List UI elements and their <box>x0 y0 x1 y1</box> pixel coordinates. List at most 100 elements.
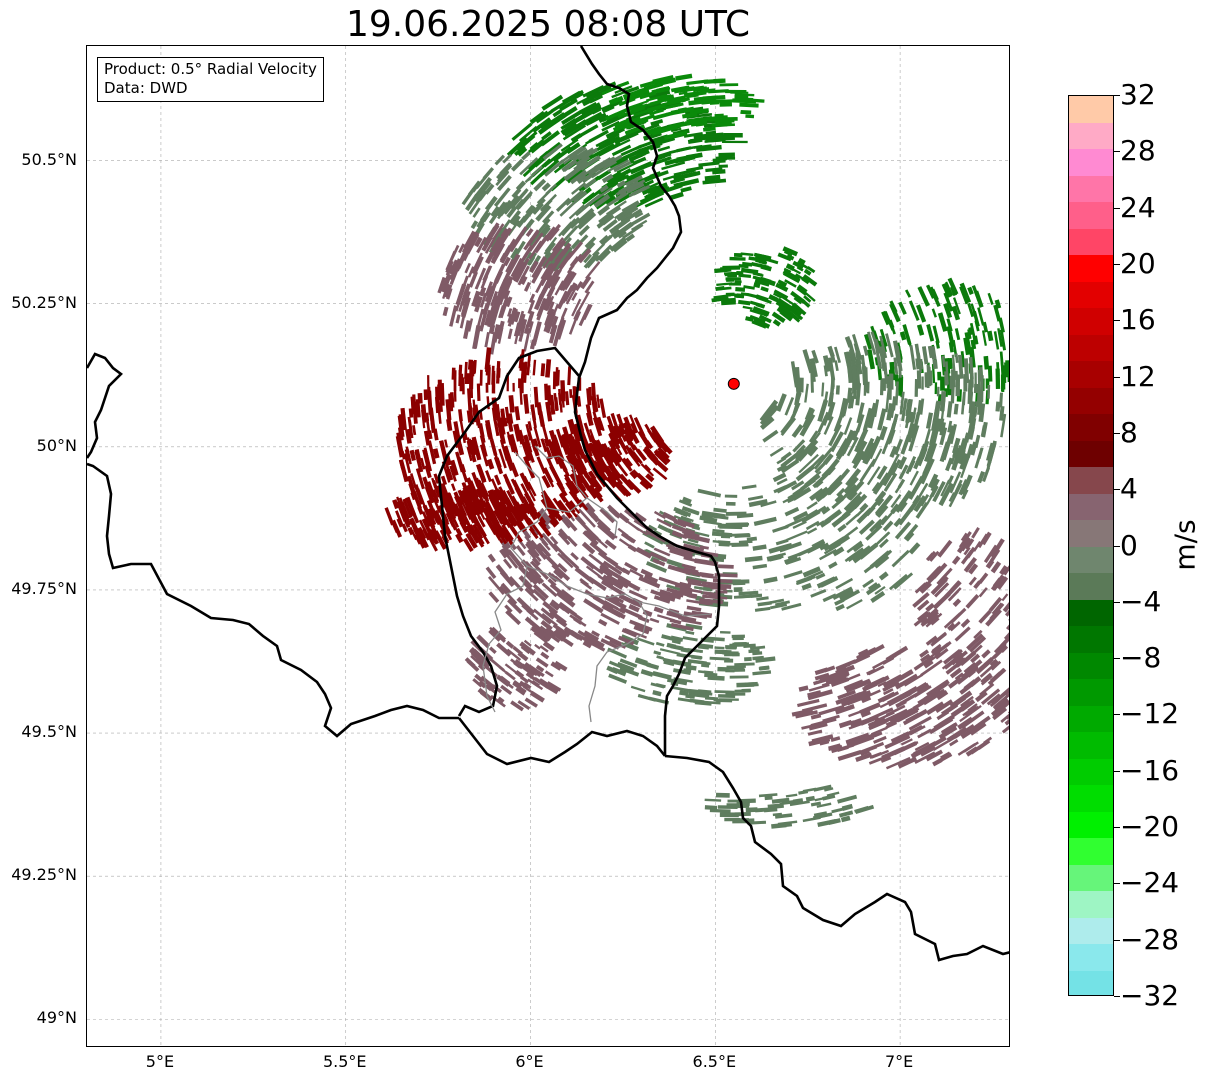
velocity-echo <box>977 470 986 484</box>
velocity-echo <box>498 675 511 686</box>
velocity-echo <box>831 497 845 510</box>
velocity-echo <box>697 488 722 498</box>
colorbar-tick-mark <box>1114 714 1120 716</box>
velocity-echo <box>543 241 556 256</box>
velocity-echo <box>737 299 751 306</box>
velocity-echo <box>541 94 564 111</box>
velocity-echo <box>648 108 664 116</box>
colorbar-tick-mark <box>1114 376 1120 378</box>
velocity-echo <box>780 416 796 435</box>
velocity-echo <box>996 362 1000 377</box>
velocity-echo <box>811 538 826 549</box>
velocity-echo <box>652 558 666 567</box>
velocity-echo <box>740 252 754 257</box>
velocity-echo <box>961 488 969 500</box>
velocity-echo <box>566 535 578 548</box>
velocity-echo <box>747 495 764 501</box>
velocity-echo <box>985 608 1002 627</box>
data-source-label: Data: DWD <box>104 79 188 97</box>
velocity-echo <box>845 513 859 526</box>
velocity-echo <box>556 290 569 310</box>
velocity-echo <box>946 425 954 447</box>
velocity-echo <box>455 314 461 324</box>
velocity-echo <box>975 690 988 703</box>
velocity-echo <box>963 557 978 573</box>
velocity-echo <box>772 524 789 533</box>
velocity-echo <box>574 566 596 585</box>
colorbar-tick-label: −24 <box>1120 866 1180 900</box>
velocity-echo <box>816 520 825 527</box>
velocity-echo <box>666 642 677 649</box>
velocity-echo <box>916 599 930 612</box>
velocity-echo <box>596 214 613 228</box>
radar-map-canvas[interactable] <box>87 46 1010 1047</box>
velocity-echo <box>591 630 600 638</box>
velocity-echo <box>862 407 873 432</box>
velocity-echo <box>536 456 547 474</box>
velocity-echo <box>929 615 940 626</box>
velocity-echo <box>929 286 941 307</box>
velocity-echo <box>686 165 704 173</box>
velocity-echo <box>809 358 818 378</box>
velocity-echo <box>963 358 970 384</box>
velocity-echo <box>967 329 972 340</box>
velocity-echo <box>615 564 627 573</box>
velocity-echo <box>967 414 976 439</box>
velocity-echo <box>820 819 837 826</box>
velocity-echo <box>538 508 552 525</box>
velocity-echo <box>740 267 759 275</box>
velocity-echo <box>588 386 593 401</box>
velocity-echo <box>669 147 688 155</box>
velocity-echo <box>465 233 480 255</box>
velocity-echo <box>989 698 1000 707</box>
velocity-echo <box>550 96 575 113</box>
velocity-echo <box>913 495 927 513</box>
velocity-echo <box>731 579 750 584</box>
velocity-echo <box>892 734 909 744</box>
velocity-echo <box>670 635 684 642</box>
velocity-echo <box>894 381 899 406</box>
velocity-echo <box>630 104 646 114</box>
velocity-echo <box>949 423 957 445</box>
radar-site-marker[interactable] <box>727 377 740 390</box>
velocity-echo <box>607 463 622 480</box>
velocity-echo <box>652 467 668 481</box>
velocity-echo <box>989 548 1001 562</box>
velocity-echo <box>602 218 618 232</box>
velocity-echo <box>964 538 975 550</box>
velocity-echo <box>608 569 632 586</box>
velocity-echo <box>543 554 560 571</box>
velocity-echo <box>946 401 953 418</box>
velocity-echo <box>752 317 771 329</box>
velocity-echo <box>787 552 803 560</box>
velocity-echo <box>466 446 473 462</box>
velocity-echo <box>641 185 658 196</box>
colorbar-segment <box>1069 811 1113 838</box>
velocity-echo <box>920 653 931 663</box>
velocity-echo <box>573 190 588 204</box>
velocity-echo <box>807 690 822 697</box>
velocity-echo <box>806 527 818 535</box>
colorbar-tick-mark <box>1114 489 1120 491</box>
velocity-echo <box>968 326 974 336</box>
velocity-echo <box>865 524 883 541</box>
velocity-echo <box>443 283 453 299</box>
velocity-echo <box>938 714 955 728</box>
colorbar-tick-mark <box>1114 658 1120 660</box>
velocity-echo <box>978 609 992 624</box>
velocity-echo <box>507 307 517 327</box>
velocity-echo <box>548 511 560 525</box>
velocity-echo <box>555 319 567 340</box>
velocity-echo <box>856 402 865 424</box>
velocity-echo <box>525 204 535 215</box>
velocity-echo <box>838 810 854 818</box>
radar-map[interactable] <box>86 45 1010 1047</box>
velocity-echo <box>552 434 562 454</box>
velocity-echo <box>977 533 989 549</box>
velocity-echo <box>845 468 862 487</box>
velocity-echo <box>565 189 584 206</box>
velocity-echo <box>742 305 753 310</box>
velocity-echo <box>734 522 750 527</box>
velocity-echo <box>946 318 953 332</box>
velocity-echo <box>925 701 945 716</box>
